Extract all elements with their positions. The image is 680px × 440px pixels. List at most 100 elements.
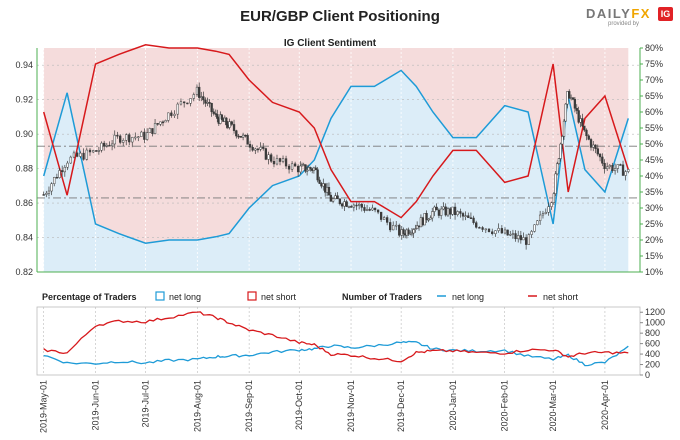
- price-candle-body: [350, 206, 353, 208]
- price-candle-body: [382, 217, 386, 220]
- price-candle-body: [116, 134, 119, 137]
- traders-tick-label: 0: [645, 370, 650, 380]
- price-candle-body: [47, 190, 51, 194]
- price-candle-body: [329, 194, 332, 202]
- price-candle-body: [176, 103, 179, 115]
- price-candle-body: [85, 149, 88, 160]
- price-candle-body: [159, 121, 162, 125]
- price-candle-body: [427, 219, 430, 221]
- price-candle-body: [105, 144, 108, 147]
- price-tick-label: 0.94: [15, 60, 33, 70]
- pct-tick-label: 15%: [645, 251, 663, 261]
- price-candle-body: [334, 195, 337, 199]
- legend-pct-long-swatch: [155, 291, 165, 301]
- pct-tick-label: 35%: [645, 187, 663, 197]
- net-long-area: [43, 70, 629, 273]
- price-candle-body: [179, 101, 183, 105]
- price-candle-body: [573, 98, 577, 109]
- price-candle-body: [108, 144, 111, 147]
- traders-tick-label: 800: [645, 328, 660, 338]
- price-candle-body: [451, 206, 454, 215]
- price-candle-body: [589, 139, 593, 148]
- price-candle-body: [345, 201, 348, 207]
- price-candle-body: [363, 207, 366, 211]
- price-candle-body: [262, 146, 265, 149]
- price-candle-body: [95, 150, 98, 152]
- price-candle-body: [606, 166, 609, 170]
- price-candle-body: [514, 233, 517, 240]
- price-candle-body: [587, 135, 590, 140]
- pct-tick-label: 45%: [645, 155, 663, 165]
- traders-tick-label: 200: [645, 360, 660, 370]
- price-candle-body: [278, 158, 282, 162]
- price-candle-body: [417, 225, 421, 228]
- price-candle-body: [338, 198, 342, 205]
- x-tick-label: 2019-Jun-01: [90, 380, 100, 431]
- price-candle-body: [414, 228, 417, 230]
- price-candle-body: [522, 237, 525, 241]
- price-candle-body: [368, 209, 371, 211]
- price-candle-body: [524, 237, 528, 245]
- price-candle-body: [212, 111, 215, 114]
- price-candle-body: [442, 206, 445, 210]
- price-candle-body: [186, 102, 189, 105]
- price-candle-body: [220, 114, 223, 120]
- traders-plot-area: [36, 306, 641, 376]
- price-candle-body: [270, 154, 273, 162]
- price-candle-body: [541, 213, 545, 216]
- price-candle-body: [148, 128, 151, 133]
- x-tick-label: 2019-May-01: [39, 380, 49, 433]
- price-candle-body: [562, 120, 566, 137]
- price-candle-body: [419, 217, 423, 228]
- price-candle-body: [206, 102, 209, 104]
- traders-tick-label: 600: [645, 339, 660, 349]
- price-candle-body: [491, 231, 494, 234]
- price-candle-body: [425, 213, 428, 220]
- price-candle-body: [304, 164, 307, 172]
- price-candle-body: [433, 206, 436, 212]
- price-candle-body: [355, 204, 358, 207]
- price-tick-label: 0.84: [15, 233, 33, 243]
- price-candle-body: [214, 113, 217, 115]
- price-candle-body: [336, 195, 339, 200]
- price-candle-body: [125, 134, 128, 141]
- x-tick-label: 2019-Dec-01: [396, 380, 406, 432]
- price-candle-body: [97, 150, 101, 152]
- price-candle-body: [324, 183, 327, 193]
- price-candle-body: [316, 169, 319, 181]
- pct-tick-label: 10%: [645, 267, 663, 277]
- price-candle-body: [423, 213, 426, 226]
- price-candle-body: [309, 167, 312, 170]
- price-candle-body: [246, 135, 249, 145]
- price-candle-body: [82, 152, 85, 160]
- price-candle-body: [281, 158, 285, 162]
- sentiment-net-long-line: [42, 69, 630, 244]
- price-candle-body: [389, 222, 392, 231]
- price-candle-body: [557, 158, 561, 164]
- price-candle-body: [192, 94, 195, 99]
- price-tick-label: 0.82: [15, 267, 33, 277]
- price-candle-body: [235, 130, 238, 137]
- price-candle-body: [621, 164, 625, 176]
- price-candle-body: [153, 123, 157, 134]
- price-candle-body: [259, 146, 262, 150]
- price-candle-body: [360, 204, 363, 208]
- price-candle-body: [352, 204, 356, 208]
- price-tick-label: 0.92: [15, 95, 33, 105]
- x-tick-label: 2020-Mar-01: [548, 380, 558, 432]
- price-candle-body: [519, 235, 522, 241]
- price-candle-body: [198, 86, 201, 98]
- net-short-area: [43, 48, 629, 244]
- price-candle-body: [61, 170, 64, 173]
- price-candle-body: [459, 211, 462, 214]
- price-candle-body: [566, 91, 569, 105]
- legend-percentage-label: Percentage of Traders: [42, 292, 137, 302]
- price-candle-body: [544, 212, 547, 214]
- price-candle-body: [564, 103, 567, 122]
- x-tick-label: 2019-Aug-01: [192, 380, 202, 432]
- price-candle-body: [533, 224, 536, 232]
- price-candle-body: [318, 179, 321, 184]
- legend-pct-long-label: net long: [169, 292, 201, 302]
- price-candle-body: [616, 164, 619, 169]
